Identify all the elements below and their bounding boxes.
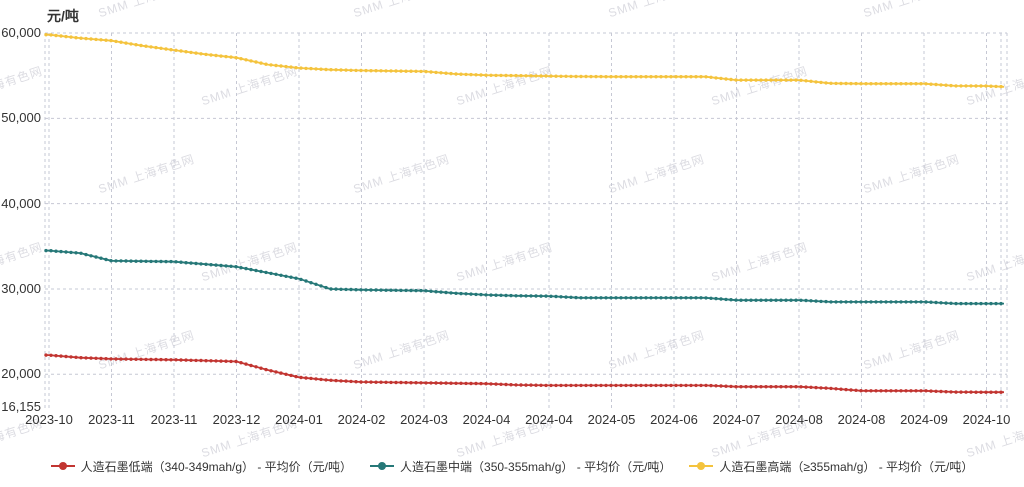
x-axis-tick-label: 2024-02 <box>337 412 386 427</box>
legend-line-dot-icon <box>689 462 714 470</box>
legend-label: 人造石墨高端（≥355mah/g） - 平均价（元/吨） <box>719 459 974 474</box>
legend-item-high[interactable]: 人造石墨高端（≥355mah/g） - 平均价（元/吨） <box>689 458 973 475</box>
x-axis-tick-label: 2024-01 <box>275 412 323 427</box>
gridlines <box>44 32 1008 410</box>
x-axis-tick-label: 2023-11 <box>88 412 135 427</box>
x-axis-tick-label: 2023-12 <box>212 412 261 427</box>
x-axis-tick-label: 2024-08 <box>775 412 823 427</box>
y-axis-tick-label: 50,000 <box>1 110 41 126</box>
x-axis-tick-label: 2024-06 <box>650 412 698 427</box>
legend-label: 人造石墨中端（350-355mah/g） - 平均价（元/吨） <box>400 459 672 474</box>
y-axis-tick-label: 40,000 <box>1 195 41 211</box>
x-axis-tick-label: 2024-10 <box>962 412 1011 427</box>
x-axis-tick-label: 2024-04 <box>462 412 511 427</box>
legend-item-low[interactable]: 人造石墨低端（340-349mah/g） - 平均价（元/吨） <box>50 458 353 475</box>
x-axis-tick-label: 2024-08 <box>837 412 886 427</box>
legend-item-mid[interactable]: 人造石墨中端（350-355mah/g） - 平均价（元/吨） <box>370 458 671 475</box>
x-axis-tick-label: 2023-10 <box>25 412 73 427</box>
legend-label: 人造石墨低端（340-349mah/g） - 平均价（元/吨） <box>80 459 353 474</box>
legend-line-dot-icon <box>50 462 75 470</box>
x-axis-tick-label: 2023-11 <box>150 412 198 427</box>
x-axis-tick-label: 2024-05 <box>587 412 636 427</box>
series-artificial-graphite-low[interactable] <box>44 353 1004 394</box>
y-axis-tick-label: 16,155 <box>1 399 41 415</box>
series-artificial-graphite-high[interactable] <box>44 33 1005 89</box>
y-axis-tick-label: 60,000 <box>1 25 41 40</box>
series-artificial-graphite-mid[interactable] <box>44 248 1004 306</box>
y-axis-tick-label: 30,000 <box>1 280 41 296</box>
y-axis-tick-label: 20,000 <box>1 366 41 382</box>
legend: 人造石墨低端（340-349mah/g） - 平均价（元/吨） 人造石墨中端（35… <box>0 454 1024 478</box>
x-axis-tick-label: 2024-03 <box>400 412 448 427</box>
legend-line-dot-icon <box>370 462 395 470</box>
x-axis-tick-label: 2024-09 <box>900 412 948 427</box>
x-axis-tick-label: 2024-07 <box>712 412 761 427</box>
y-axis-title: 元/吨 <box>47 8 79 24</box>
x-axis-tick-label: 2024-04 <box>525 412 573 427</box>
